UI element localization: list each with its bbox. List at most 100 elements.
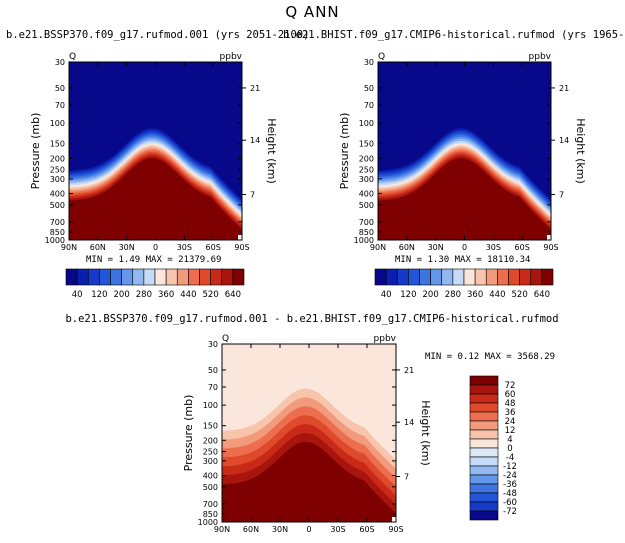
y-tick-label: 70: [364, 101, 374, 110]
colorbar-swatch: [469, 474, 499, 485]
y-tick-label: 300: [203, 457, 218, 466]
y-tick-label: 700: [50, 218, 65, 227]
colorbar-label: 120: [91, 290, 107, 300]
colorbar-swatch: [121, 268, 134, 286]
colorbar-swatch: [65, 268, 78, 286]
y-tick-label: 400: [203, 471, 218, 480]
colorbar-label: -12: [503, 462, 517, 472]
colorbar-swatch: [469, 447, 499, 458]
colorbar-swatch: [541, 268, 554, 286]
y-tick-label: 400: [50, 189, 65, 198]
colorbar-swatch: [408, 268, 420, 286]
colorbar-label: -24: [503, 471, 517, 481]
y-tick-label: 300: [50, 175, 65, 184]
x-tick-label: 90N: [370, 243, 386, 252]
x-tick-label: 60N: [243, 525, 259, 534]
colorbar-swatch: [188, 268, 200, 286]
y2-tick-label: 21: [559, 84, 569, 93]
colorbar-label: -60: [503, 498, 517, 508]
y-tick-label: 100: [50, 119, 65, 128]
colorbar-swatch: [469, 465, 499, 476]
colorbar-swatch: [469, 384, 499, 395]
y2-tick-label: 7: [404, 472, 409, 481]
colorbar-swatch: [469, 402, 499, 413]
y-tick-label: 150: [203, 422, 218, 431]
colorbar-swatch: [469, 420, 499, 431]
x-tick-label: 60N: [399, 243, 415, 252]
colorbar-label: 640: [534, 290, 550, 300]
min-max-top-left: MIN = 1.49 MAX = 21379.69: [86, 255, 221, 265]
x-tick-label: 0: [153, 243, 158, 252]
panel-title-top-right: b.e21.BHIST.f09_g17.CMIP6-historical.ruf…: [283, 29, 625, 41]
variable-label: Q: [222, 334, 229, 344]
colorbar-label: 60: [505, 390, 516, 400]
y-axis-title: Pressure (mb): [182, 395, 195, 472]
missing-data-patch: [547, 235, 551, 240]
y2-tick-label: 14: [404, 418, 414, 427]
colorbar-swatch: [221, 268, 234, 286]
colorbar-swatch: [469, 393, 499, 404]
y-tick-label: 500: [203, 483, 218, 492]
colorbar-swatch: [76, 268, 89, 286]
y-tick-label: 70: [55, 101, 65, 110]
colorbar-label: 0: [507, 444, 512, 454]
y2-tick-label: 7: [559, 190, 564, 199]
units-label: ppbv: [220, 52, 243, 62]
contour-band-15: [378, 158, 551, 240]
colorbar-label: 200: [423, 290, 439, 300]
colorbar-label: 12: [505, 426, 516, 436]
y-tick-label: 200: [50, 154, 65, 163]
x-tick-label: 30S: [177, 243, 192, 252]
y-tick-label: 400: [359, 189, 374, 198]
x-tick-label: 0: [306, 525, 311, 534]
panel-bottom-diff: 3050701001502002503004005007008501000211…: [182, 334, 432, 534]
y2-axis-title: Height (km): [574, 118, 587, 184]
y2-tick-label: 7: [250, 190, 255, 199]
colorbar-swatch: [452, 268, 465, 286]
colorbar-label: 520: [512, 290, 528, 300]
colorbar-swatch: [99, 268, 111, 286]
plot-area: [69, 62, 242, 240]
colorbar-label: 36: [505, 408, 516, 418]
colorbar-label: -4: [506, 453, 514, 463]
plot-area: [222, 344, 396, 522]
variable-label: Q: [69, 52, 76, 62]
colorbar-swatch: [396, 268, 409, 286]
colorbar-label: 360: [158, 290, 174, 300]
colorbar-swatch: [463, 268, 476, 286]
x-tick-label: 30S: [330, 525, 345, 534]
units-label: ppbv: [374, 334, 397, 344]
colorbar-swatch: [374, 268, 387, 286]
colorbar-swatch: [199, 268, 211, 286]
y-tick-label: 700: [359, 218, 374, 227]
y-axis-title: Pressure (mb): [338, 113, 351, 190]
x-tick-label: 60S: [206, 243, 221, 252]
y-tick-label: 250: [203, 448, 218, 457]
colorbar-swatch: [469, 510, 499, 521]
colorbar-swatch: [132, 268, 145, 286]
colorbar-label: 48: [505, 399, 516, 409]
x-tick-label: 60N: [90, 243, 106, 252]
y-tick-label: 300: [359, 175, 374, 184]
colorbar-label: 440: [489, 290, 505, 300]
colorbar-swatch: [110, 268, 122, 286]
y-tick-label: 50: [55, 84, 65, 93]
colorbar-swatch: [143, 268, 156, 286]
y-tick-label: 200: [203, 436, 218, 445]
y-tick-label: 50: [208, 366, 218, 375]
colorbar-swatch: [469, 411, 499, 422]
panel-top-right: 3050701001502002503004005007008501000211…: [338, 52, 587, 252]
colorbar-0: 40 120 200 280 360 440 520 640: [65, 268, 245, 300]
colorbar-swatch: [210, 268, 223, 286]
colorbar-swatch: [154, 268, 167, 286]
colorbar-swatch: [87, 268, 100, 286]
panel-title-top-left: b.e21.BSSP370.f09_g17.rufmod.001 (yrs 20…: [6, 29, 309, 41]
units-label: ppbv: [529, 52, 552, 62]
colorbar-swatch: [508, 268, 520, 286]
colorbar-label: 120: [400, 290, 416, 300]
colorbar-swatch: [519, 268, 532, 286]
y-tick-label: 500: [50, 201, 65, 210]
panel-title-bottom: b.e21.BSSP370.f09_g17.rufmod.001 - b.e21…: [65, 313, 558, 325]
y-tick-label: 200: [359, 154, 374, 163]
colorbar-swatch: [474, 268, 487, 286]
